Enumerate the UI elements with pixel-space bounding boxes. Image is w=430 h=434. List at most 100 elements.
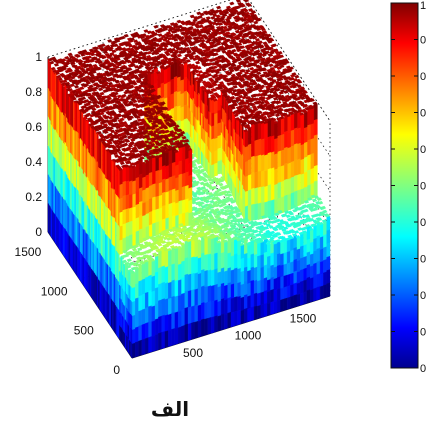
surface-patch-991 [68,95,71,127]
surface-patch-604 [73,72,79,77]
surface-patch-4685 [234,281,238,298]
surface-patch-3710 [168,202,173,218]
surface-patch-4785 [280,298,284,312]
surface-patch-3280 [236,132,239,151]
surface-patch-3600 [119,239,123,255]
surface-patch-4826 [300,280,304,294]
surface-patch-222 [111,49,117,54]
surface-patch-4578 [184,257,189,276]
surface-patch-3020 [106,178,109,210]
surface-patch-1244 [187,91,189,109]
surface-patch-3356 [237,191,240,210]
surface-patch-2410 [214,137,218,152]
surface-patch-2358 [93,272,96,305]
surface-patch-4815 [296,237,301,251]
surface-patch-208 [65,61,71,65]
surface-patch-4712 [247,269,252,285]
surface-patch-2111 [203,154,206,172]
surface-patch-3901 [300,188,305,205]
surface-patch-2952 [105,289,108,321]
surface-patch-2408 [214,112,218,127]
surface-patch-3838 [271,199,275,217]
surface-patch-4666 [224,313,228,330]
surface-patch-679 [104,65,110,70]
surface-patch-3617 [125,194,130,210]
surface-patch-4756 [267,290,271,305]
surface-patch-4550 [171,263,176,282]
surface-patch-3815 [261,170,265,188]
surface-patch-4837 [306,238,311,253]
surface-patch-266 [53,100,56,132]
surface-patch-3840 [274,122,278,140]
surface-patch-1438 [128,85,134,89]
surface-patch-2213 [91,240,94,272]
surface-patch-1819 [198,92,201,110]
surface-patch-477 [87,63,93,68]
surface-patch-4726 [253,266,258,282]
surface-patch-1225 [134,76,140,80]
surface-patch-682 [114,65,120,70]
surface-patch-3885 [294,158,298,177]
surface-patch-731 [63,198,66,230]
surface-patch-4662 [224,256,228,272]
surface-patch-3898 [300,143,305,161]
surface-patch-862 [65,173,68,206]
surface-patch-3497 [240,153,243,172]
colorbar-tick-label: 0 [420,363,426,375]
surface-patch-332 [54,100,57,133]
surface-patch-4763 [270,288,275,303]
surface-patch-4722 [250,306,255,322]
surface-patch-3703 [165,204,170,219]
surface-patch-1460 [191,98,194,115]
surface-patch-2325 [208,135,210,153]
surface-patch-1708 [81,196,84,229]
surface-patch-3281 [236,147,239,165]
surface-patch-3821 [264,154,269,172]
surface-patch-4530 [161,281,166,300]
surface-patch-452 [221,20,227,24]
surface-patch-3775 [244,190,249,208]
surface-patch-2777 [226,128,229,146]
surface-patch-4696 [240,244,245,260]
surface-patch-2634 [223,136,226,154]
surface-patch-3660 [145,200,150,215]
z-tick-label: 0.2 [25,190,42,204]
surface-patch-2923 [229,160,232,179]
surface-patch-1910 [249,66,255,71]
surface-patch-519 [225,19,232,24]
surface-patch-2849 [227,132,230,150]
surface-patch-1419 [75,158,78,191]
surface-patch-3873 [287,193,292,211]
surface-patch-4757 [267,302,271,316]
surface-patch-4479 [138,265,143,282]
x-tick-label: 1500 [290,311,317,325]
surface-patch-4068 [121,328,124,347]
surface-patch-3676 [152,222,156,238]
surface-patch-3455 [114,276,117,308]
surface-patch-503 [172,38,179,42]
x-tick-label: 500 [183,346,203,360]
surface-patch-3068 [231,180,234,198]
surface-patch-2518 [96,218,99,251]
surface-patch-3893 [297,173,302,191]
surface-patch-3917 [310,108,315,125]
surface-patch-480 [97,60,103,65]
surface-patch-3136 [233,128,236,146]
surface-patch-4560 [174,311,179,329]
surface-patch-4589 [187,322,192,341]
surface-patch-2706 [224,139,227,157]
surface-patch-2736 [100,282,103,315]
surface-patch-1386 [189,71,192,88]
surface-patch-1565 [78,221,81,253]
surface-patch-4708 [243,307,248,324]
surface-patch-4552 [171,295,176,314]
surface-patch-2519 [96,247,99,280]
surface-patch-2803 [102,143,105,176]
surface-patch-4459 [131,272,136,289]
surface-patch-4264 [126,307,129,325]
surface-patch-2250 [206,90,209,108]
surface-patch-596 [60,111,63,143]
surface-patch-1278 [72,241,75,273]
surface-patch-4546 [168,313,172,332]
